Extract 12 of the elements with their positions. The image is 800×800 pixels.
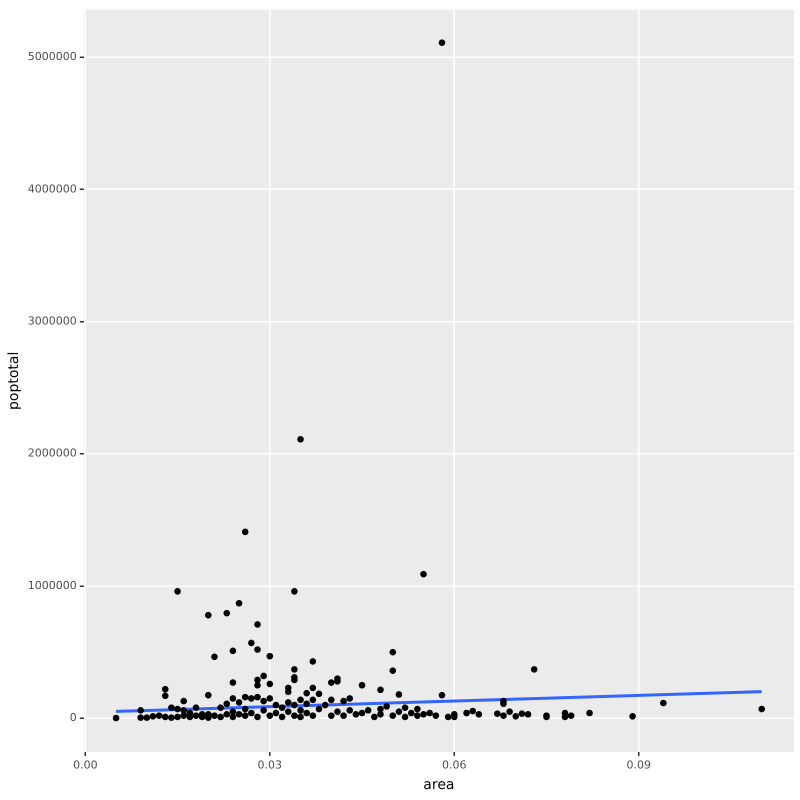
x-tick-label: 0.03 — [258, 758, 282, 772]
y-tick-label: 2000000 — [28, 446, 77, 460]
y-tick-label: 0 — [70, 711, 77, 724]
y-tick-label: 3000000 — [28, 314, 77, 328]
y-tick-label: 5000000 — [28, 50, 77, 64]
x-tick-label: 0.09 — [626, 758, 651, 772]
y-tick-label: 4000000 — [28, 182, 77, 196]
y-tick-label: 1000000 — [28, 578, 77, 592]
x-tick-label: 0.06 — [442, 758, 467, 772]
y-axis-title: poptotal — [6, 352, 22, 410]
x-tick-label: 0.00 — [73, 758, 98, 772]
x-axis-title: area — [423, 777, 455, 794]
